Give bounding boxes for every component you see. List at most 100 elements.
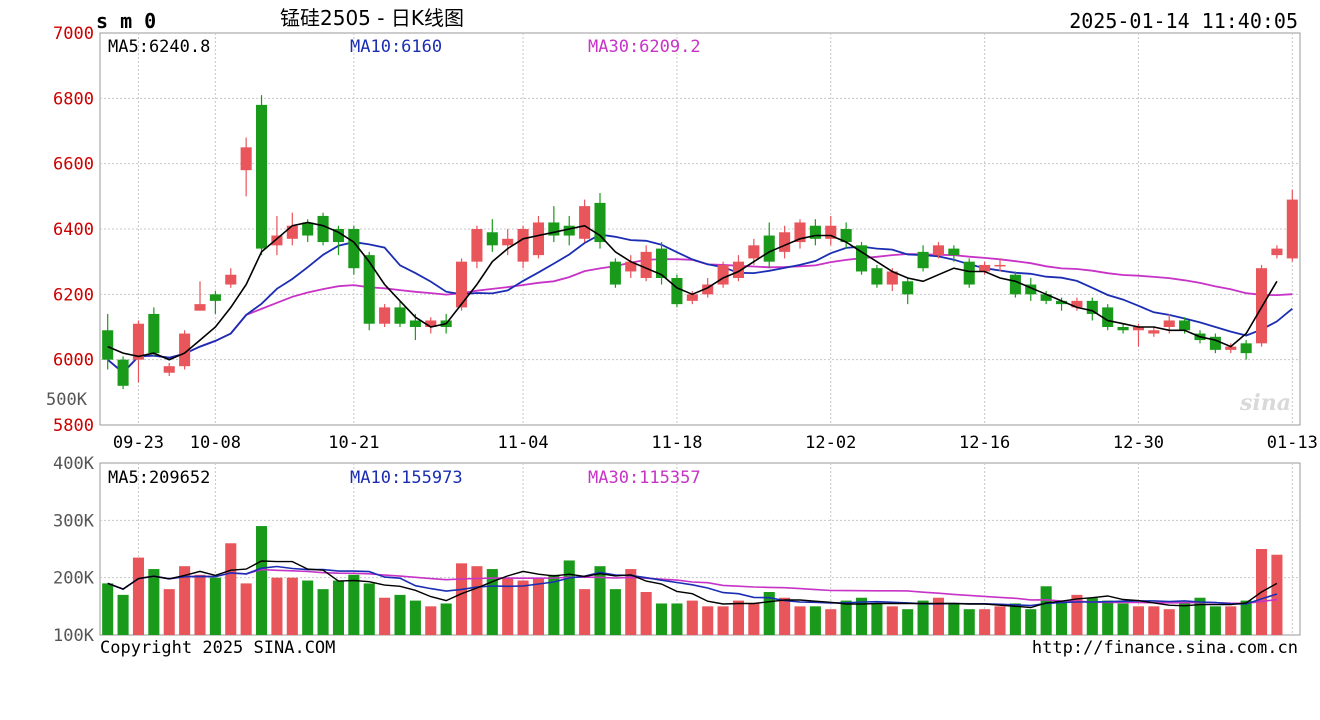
volume-bar — [1132, 606, 1144, 635]
volume-bar — [1025, 609, 1037, 635]
candle-up — [502, 238, 514, 246]
candle-down — [656, 248, 668, 278]
candle-down — [948, 248, 960, 256]
volume-bar — [594, 566, 606, 635]
source-url: http://finance.sina.com.cn — [1032, 638, 1298, 658]
vol-ma5-label: MA5:209652 — [108, 468, 210, 488]
candle-down — [117, 359, 129, 386]
ma5-line — [107, 221, 1278, 361]
sina-logo: sina — [1239, 390, 1291, 416]
candle-up — [1163, 320, 1175, 327]
vol-ma30-label: MA30:115357 — [588, 468, 701, 488]
candle-up — [702, 284, 714, 295]
candle-down — [1086, 300, 1098, 314]
volume-bar — [548, 574, 560, 635]
volume-bar — [702, 606, 714, 635]
volume-bar — [363, 583, 375, 635]
volume-bar — [332, 580, 344, 635]
vol-scale-500k-label: 500K — [46, 390, 88, 410]
volume-bar — [440, 603, 452, 635]
candle-up — [286, 225, 298, 239]
candle-up — [979, 264, 991, 272]
candle-up — [640, 251, 652, 278]
candle-up — [194, 304, 206, 311]
volume-bar — [671, 603, 683, 635]
volume-bar — [240, 583, 252, 635]
date-tick-label: 11-04 — [497, 433, 548, 453]
volume-bar — [856, 597, 868, 635]
candle-down — [348, 229, 360, 269]
volume-bar — [948, 603, 960, 635]
date-tick-label: 10-21 — [328, 433, 379, 453]
volume-bar — [532, 577, 544, 635]
volume-bar — [256, 526, 268, 635]
candle-up — [1132, 327, 1144, 331]
candle-up — [1148, 330, 1160, 334]
date-tick-label: 12-16 — [959, 433, 1010, 453]
volume-ma-lines — [107, 560, 1278, 609]
candle-down — [871, 268, 883, 285]
date-tick-label: 10-08 — [190, 433, 241, 453]
volume-bar — [979, 609, 991, 635]
candle-up — [994, 264, 1006, 267]
chart-title: 锰硅2505 - 日K线图 — [280, 6, 464, 30]
volume-bar — [317, 589, 329, 635]
volume-bar — [225, 543, 237, 635]
symbol-code: s m 0 — [96, 9, 156, 33]
volume-bar — [409, 600, 421, 635]
price-panel: 7000 6800 6600 6400 6200 6000 5800 09-23 10-08 1… — [46, 24, 1318, 453]
candle-down — [256, 104, 268, 249]
candle-down — [1179, 320, 1191, 331]
volume-bar — [686, 600, 698, 635]
volume-bar — [348, 574, 360, 635]
volume-bar — [471, 566, 483, 635]
volume-bar — [286, 577, 298, 635]
volume-bar — [1056, 600, 1068, 635]
volume-bar — [640, 592, 652, 635]
volume-bar — [840, 600, 852, 635]
volume-ma5-path — [107, 560, 1278, 609]
volume-y-axis-labels: 400K 300K 200K 100K — [53, 454, 95, 646]
price-tick-label: 6400 — [53, 220, 94, 240]
candle-up — [717, 264, 729, 285]
candle-up — [179, 333, 191, 367]
volume-bar — [1086, 597, 1098, 635]
candle-down — [317, 215, 329, 243]
volume-bar — [209, 577, 221, 635]
volume-ma10-path — [107, 565, 1278, 607]
volume-bar — [117, 594, 129, 635]
price-ma10-label: MA10:6160 — [350, 37, 442, 57]
volume-bar — [179, 566, 191, 635]
price-ma5-label: MA5:6240.8 — [108, 37, 210, 57]
volume-bar — [809, 606, 821, 635]
chart-datetime: 2025-01-14 11:40:05 — [1069, 9, 1298, 33]
candle-down — [363, 255, 375, 324]
candle-down — [671, 278, 683, 305]
candle-down — [548, 222, 560, 236]
volume-bar — [379, 597, 391, 635]
volume-bar — [825, 609, 837, 635]
volume-bar — [517, 580, 529, 635]
candle-up — [517, 229, 529, 262]
volume-bar — [763, 592, 775, 635]
volume-bar — [132, 557, 144, 635]
candle-up — [240, 147, 252, 171]
copyright-text: Copyright 2025 SINA.COM — [100, 638, 335, 658]
candle-down — [486, 232, 498, 246]
candle-down — [809, 225, 821, 239]
ma10-path — [107, 233, 1293, 374]
price-tick-label: 6000 — [53, 351, 94, 371]
candle-up — [732, 261, 744, 278]
candle-up — [132, 323, 144, 360]
volume-bar — [579, 589, 591, 635]
volume-bar — [194, 574, 206, 635]
date-tick-label: 09-23 — [113, 433, 164, 453]
price-tick-label: 6200 — [53, 285, 94, 305]
candle-down — [563, 225, 575, 236]
date-tick-label: 12-02 — [805, 433, 856, 453]
volume-bar — [1194, 597, 1206, 635]
candle-up — [425, 320, 437, 327]
volume-bar — [917, 600, 929, 635]
candle-down — [302, 222, 314, 236]
